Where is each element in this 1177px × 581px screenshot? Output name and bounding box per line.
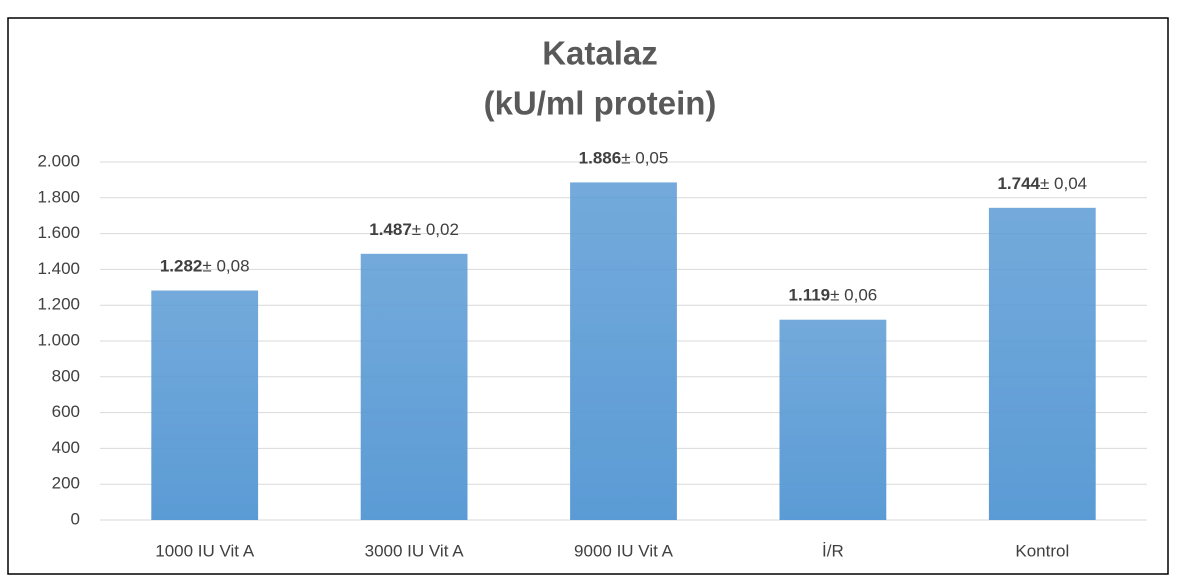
bar <box>570 182 677 520</box>
chart-title: Katalaz <box>542 35 658 72</box>
y-tick-label: 1.600 <box>37 223 80 242</box>
y-tick-label: 1.000 <box>37 330 80 349</box>
x-tick-label: 3000 IU Vit A <box>365 541 465 560</box>
data-label: 1.487± 0,02 <box>369 220 459 239</box>
data-label: 1.119± 0,06 <box>789 286 878 305</box>
bar <box>360 253 468 520</box>
x-tick-label: İ/R <box>822 541 844 560</box>
data-label: 1.886± 0,05 <box>579 149 669 168</box>
data-label-error: ± 0,02 <box>412 220 459 239</box>
data-label: 1.282± 0,08 <box>160 257 250 276</box>
data-label: 1.744± 0,04 <box>997 174 1087 193</box>
x-tick-label: 9000 IU Vit A <box>574 541 674 560</box>
bar <box>151 290 259 520</box>
data-label-error: ± 0,08 <box>202 257 249 276</box>
x-tick-label: Kontrol <box>1015 541 1069 560</box>
y-tick-label: 1.800 <box>37 187 80 206</box>
y-tick-label: 200 <box>52 474 80 493</box>
y-tick-label: 0 <box>71 509 80 528</box>
x-tick-label: 1000 IU Vit A <box>155 541 255 560</box>
data-label-value: 1.119 <box>789 286 831 305</box>
data-label-error: ± 0,04 <box>1040 174 1087 193</box>
data-label-value: 1.282 <box>160 257 203 276</box>
data-label-error: ± 0,05 <box>621 149 668 168</box>
bar <box>988 207 1096 520</box>
data-label-value: 1.487 <box>369 220 412 239</box>
y-tick-label: 400 <box>52 438 80 457</box>
data-label-value: 1.886 <box>579 149 622 168</box>
data-label-value: 1.744 <box>997 174 1040 193</box>
y-tick-label: 800 <box>52 366 80 385</box>
bar <box>779 319 887 520</box>
y-tick-label: 600 <box>52 402 80 421</box>
y-tick-label: 2.000 <box>37 151 80 170</box>
y-tick-label: 1.400 <box>37 259 80 278</box>
y-tick-label: 1.200 <box>37 295 80 314</box>
chart-subtitle: (kU/ml protein) <box>484 85 717 122</box>
data-label-error: ± 0,06 <box>830 286 877 305</box>
